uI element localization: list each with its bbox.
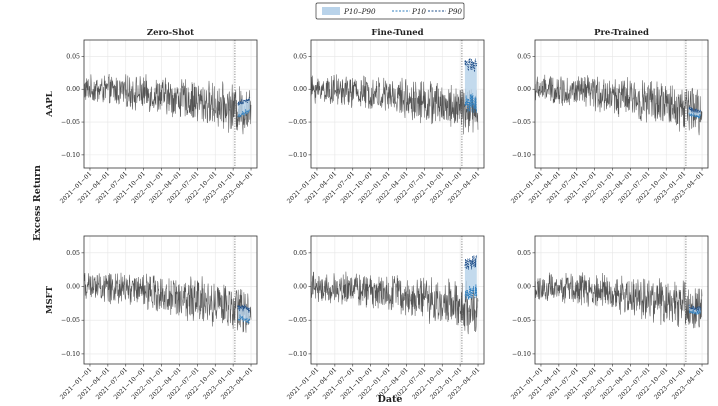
panel-aapl-finetuned: 0.050.00−0.05−0.102021−01−012021−04−0120… — [286, 28, 485, 205]
forecast-p10-line — [688, 309, 702, 315]
y-tick-label: 0.00 — [66, 284, 80, 291]
history-line — [310, 271, 479, 335]
y-tick-label: −0.05 — [512, 317, 531, 324]
legend-label-p10: P10 — [411, 7, 426, 16]
plot-frame — [534, 235, 709, 365]
panel-msft-pretrained: 0.050.00−0.05−0.102021−01−012021−04−0120… — [510, 235, 709, 401]
y-tick-label: −0.05 — [288, 317, 307, 324]
forecast-p10-line — [464, 284, 478, 300]
y-tick-label: −0.05 — [61, 317, 80, 324]
forecast-p10-line — [237, 109, 251, 118]
forecast-p10-line — [688, 112, 702, 119]
panel-title: Zero-Shot — [147, 28, 194, 38]
history-line — [310, 74, 479, 135]
forecast-p90-line — [688, 304, 702, 312]
forecast-p10-line — [464, 93, 478, 113]
panel-title: Fine-Tuned — [371, 28, 423, 38]
legend-label-band: P10–P90 — [343, 7, 376, 16]
forecast-band — [237, 304, 250, 324]
forecast-p90-line — [688, 106, 702, 114]
forecast-p90-line — [237, 304, 251, 313]
y-tick-label: 0.05 — [66, 250, 80, 257]
row-label: AAPL — [45, 91, 55, 118]
y-tick-label: 0.00 — [66, 86, 80, 93]
y-tick-label: 0.00 — [293, 284, 307, 291]
history-line — [83, 272, 252, 333]
y-tick-label: −0.10 — [288, 351, 307, 358]
legend-box — [315, 2, 465, 20]
panel-title: Pre-Trained — [594, 28, 649, 38]
plot-frame — [310, 39, 485, 169]
legend-label-p90: P90 — [447, 7, 462, 16]
y-tick-label: 0.00 — [293, 86, 307, 93]
y-tick-label: −0.05 — [61, 119, 80, 126]
y-tick-label: −0.10 — [512, 351, 531, 358]
forecast-p90-line — [464, 58, 478, 72]
panels: 0.050.00−0.05−0.102021−01−012021−04−0120… — [45, 28, 709, 401]
panel-msft-finetuned: 0.050.00−0.05−0.102021−01−012021−04−0120… — [286, 235, 485, 401]
forecast-p90-line — [464, 254, 478, 270]
y-tick-label: −0.05 — [512, 119, 531, 126]
y-tick-label: 0.05 — [517, 250, 531, 257]
panel-aapl-pretrained: 0.050.00−0.05−0.102021−01−012021−04−0120… — [510, 28, 709, 205]
y-tick-label: −0.10 — [288, 152, 307, 159]
plot-frame — [534, 39, 709, 169]
y-tick-label: 0.00 — [517, 284, 531, 291]
legend-swatch-band — [322, 7, 340, 15]
row-label: MSFT — [45, 285, 55, 314]
panel-msft-zeroshot: 0.050.00−0.05−0.102021−01−012021−04−0120… — [45, 235, 258, 401]
y-tick-label: 0.00 — [517, 86, 531, 93]
forecast-band — [464, 58, 477, 113]
history-line — [534, 74, 703, 136]
forecast-band — [688, 106, 701, 119]
y-tick-label: 0.05 — [66, 53, 80, 60]
plot-frame — [83, 39, 258, 169]
panel-aapl-zeroshot: 0.050.00−0.05−0.102021−01−012021−04−0120… — [45, 28, 258, 205]
y-tick-label: −0.10 — [61, 351, 80, 358]
y-tick-label: −0.10 — [61, 152, 80, 159]
y-tick-label: 0.05 — [293, 250, 307, 257]
history-line — [83, 73, 252, 135]
y-tick-label: −0.05 — [288, 119, 307, 126]
y-tick-label: −0.10 — [512, 152, 531, 159]
plot-frame — [310, 235, 485, 365]
y-tick-label: 0.05 — [293, 53, 307, 60]
legend: P10–P90 P10 P90 — [315, 2, 465, 20]
plot-frame — [83, 235, 258, 365]
y-tick-label: 0.05 — [517, 53, 531, 60]
x-axis-label: Date — [378, 394, 403, 405]
history-line — [534, 272, 703, 329]
forecast-p10-line — [237, 314, 251, 324]
y-axis-label: Excess Return — [32, 165, 43, 241]
forecast-p90-line — [237, 97, 251, 106]
